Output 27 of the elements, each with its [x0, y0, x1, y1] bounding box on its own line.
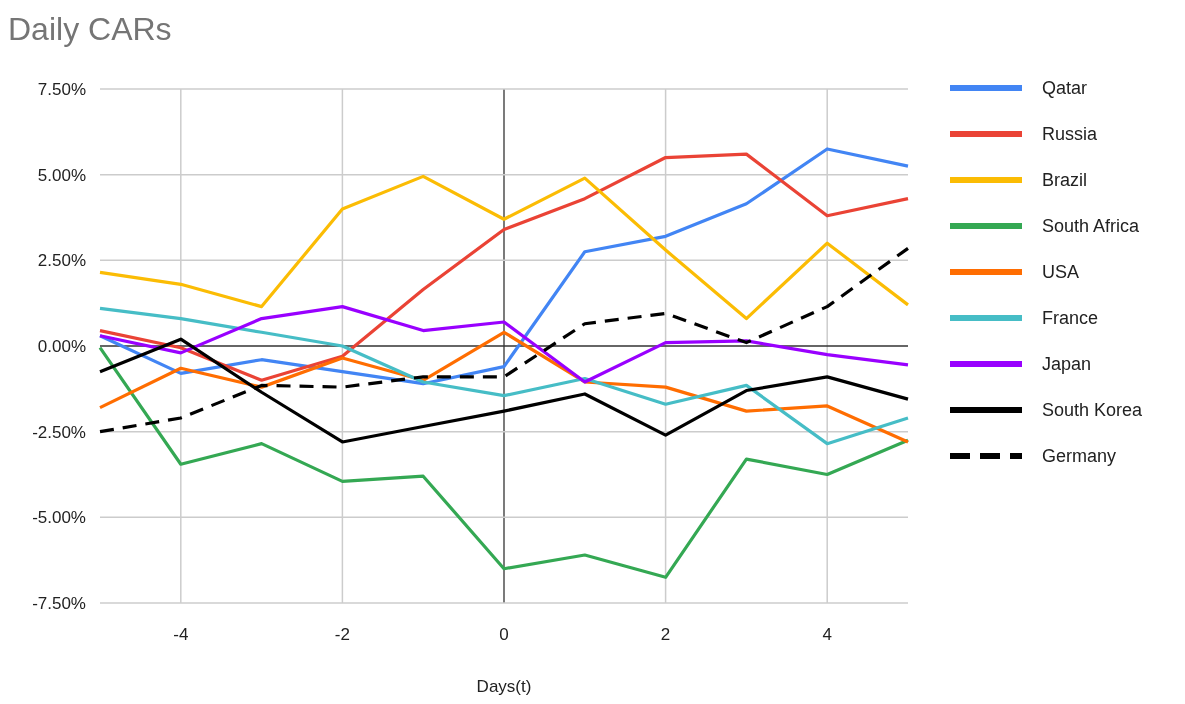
x-tick-label: 2 [660, 625, 671, 644]
line-series [98, 346, 910, 579]
y-tick-label: 2.50% [37, 251, 86, 271]
legend-label: Brazil [1042, 170, 1088, 191]
x-tick-label: 4 [822, 625, 832, 644]
y-tick-label: -7.50% [32, 593, 86, 613]
legend-label: USA [1042, 262, 1080, 283]
chart-title: Daily CARs [8, 11, 172, 47]
y-tick-label: 0.00% [37, 336, 86, 356]
legend-label: Japan [1042, 354, 1092, 375]
x-tick-label: 0 [499, 625, 509, 644]
line-series [98, 304, 910, 384]
y-tick-label: -5.00% [32, 508, 86, 528]
line-series [98, 306, 910, 446]
legend-label: Russia [1042, 124, 1099, 145]
x-tick-label: -2 [334, 625, 350, 644]
y-tick-label: 5.00% [37, 165, 86, 185]
line-series [98, 174, 910, 321]
x-tick-label: -4 [173, 625, 189, 644]
legend-label: Germany [1042, 446, 1117, 467]
legend-label: South Korea [1042, 400, 1144, 421]
legend-label: South Africa [1042, 216, 1141, 237]
y-tick-label: -2.50% [32, 422, 86, 442]
x-axis-title: Days(t) [476, 677, 532, 696]
legend-label: Qatar [1042, 78, 1088, 99]
legend-label: France [1042, 308, 1099, 329]
y-tick-label: 7.50% [37, 79, 86, 99]
